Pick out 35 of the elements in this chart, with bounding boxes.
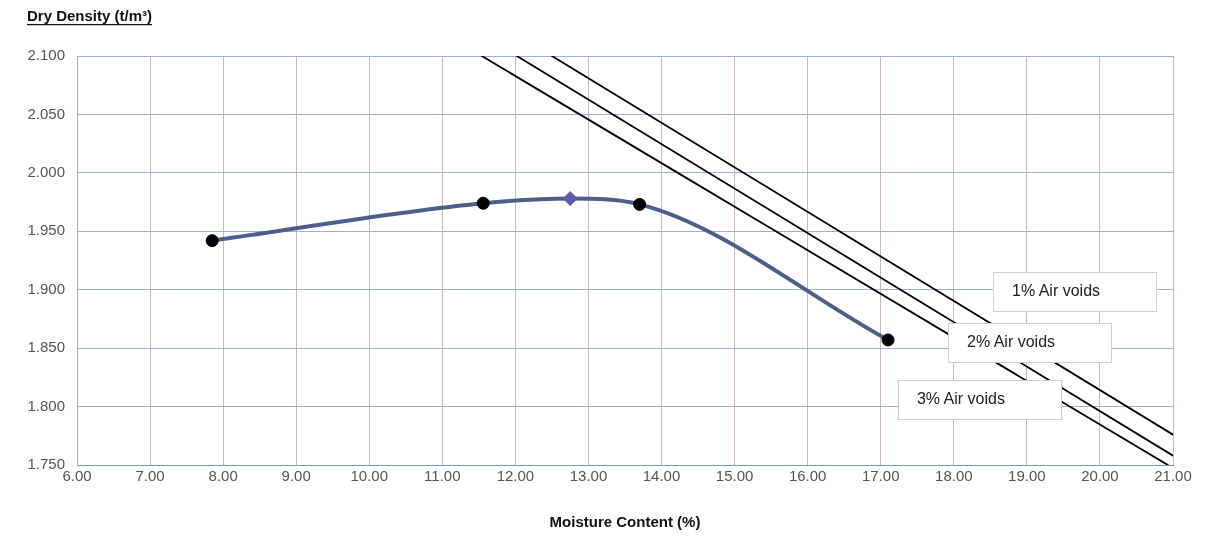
y-tick-label: 1.850	[27, 338, 65, 356]
x-tick-label: 12.00	[496, 467, 535, 485]
x-tick-label: 10.00	[350, 467, 389, 485]
point	[881, 333, 895, 347]
x-tick-label: 18.00	[935, 467, 973, 485]
y-tick-label: 1.950	[27, 221, 65, 239]
x-tick-label: 20.00	[1081, 467, 1119, 485]
x-tick-label: 14.00	[642, 467, 681, 485]
y-axis-title: Dry Density (t/m³)	[27, 7, 153, 24]
series-label: 3% Air voids	[916, 390, 1005, 407]
y-tick-label: 1.750	[27, 455, 65, 473]
y-tick-label: 1.900	[27, 279, 65, 297]
x-tick-label: 13.00	[569, 467, 608, 485]
point	[633, 197, 647, 211]
x-tick-label: 21.00	[1154, 467, 1192, 485]
x-tick-label: 15.00	[715, 467, 754, 485]
point	[562, 191, 578, 207]
callout-box: 2% Air voids	[948, 322, 1112, 363]
x-tick-label: 8.00	[208, 467, 238, 485]
point	[205, 234, 219, 248]
series-label: 2% Air voids	[967, 332, 1056, 350]
callout-box: 3% Air voids	[897, 380, 1062, 420]
y-tick-label: 2.100	[27, 46, 65, 64]
y-tick-label: 2.000	[27, 163, 65, 180]
x-tick-label: 9.00	[281, 467, 311, 485]
x-axis-title: Moisture Content (%)	[549, 513, 701, 531]
x-tick-label: 7.00	[135, 467, 165, 485]
x-tick-label: 19.00	[1008, 467, 1046, 485]
point	[476, 196, 490, 210]
x-tick-label: 11.00	[424, 467, 461, 485]
callout-box: 1% Air voids	[993, 271, 1157, 312]
y-tick-label: 1.800	[27, 396, 65, 414]
x-tick-label: 17.00	[861, 467, 900, 485]
y-tick-label: 2.050	[27, 104, 65, 122]
x-tick-label: 16.00	[788, 467, 827, 485]
